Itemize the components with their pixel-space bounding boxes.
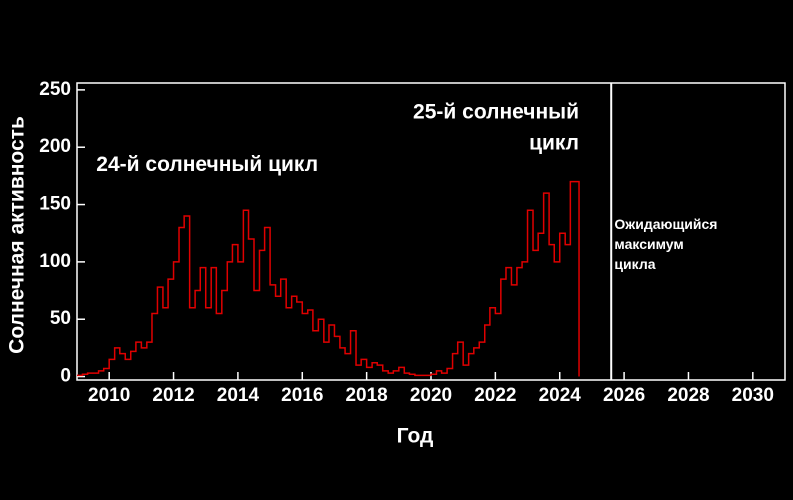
x-axis-label: Год [397, 425, 434, 448]
x-tick-label: 2016 [281, 385, 323, 406]
x-tick-label: 2020 [410, 385, 452, 406]
annotation: максимум [614, 236, 683, 252]
x-tick-label: 2028 [667, 385, 709, 406]
y-tick-label: 150 [39, 194, 71, 215]
annotation: 25-й солнечный [413, 100, 579, 123]
x-tick-label: 2018 [345, 385, 387, 406]
y-tick-label: 100 [39, 251, 71, 272]
x-tick-label: 2012 [152, 385, 194, 406]
y-tick-label: 250 [39, 79, 71, 100]
annotation: цикла [614, 256, 655, 272]
x-tick-label: 2024 [539, 385, 582, 406]
x-tick-label: 2026 [603, 385, 645, 406]
x-tick-label: 2030 [732, 385, 774, 406]
y-tick-label: 50 [50, 308, 71, 329]
y-tick-label: 200 [39, 136, 71, 157]
annotation: 24-й солнечный цикл [96, 153, 318, 176]
annotation: цикл [529, 131, 579, 154]
annotation: Ожидающийся [614, 216, 717, 232]
y-tick-label: 0 [60, 366, 71, 387]
x-tick-label: 2022 [474, 385, 516, 406]
y-axis-label: Солнечная активность [6, 116, 29, 354]
x-tick-label: 2010 [88, 385, 130, 406]
x-tick-label: 2014 [217, 385, 260, 406]
activity-line [77, 180, 580, 377]
